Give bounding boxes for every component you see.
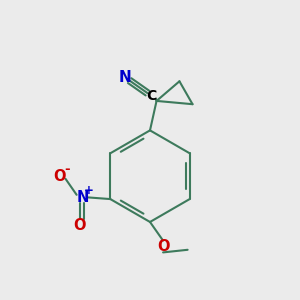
Text: O: O	[73, 218, 85, 233]
Text: O: O	[53, 169, 66, 184]
Text: O: O	[157, 239, 169, 254]
Text: C: C	[146, 89, 157, 103]
Text: +: +	[84, 184, 94, 197]
Text: N: N	[76, 190, 89, 205]
Text: N: N	[118, 70, 131, 85]
Text: -: -	[64, 163, 70, 176]
